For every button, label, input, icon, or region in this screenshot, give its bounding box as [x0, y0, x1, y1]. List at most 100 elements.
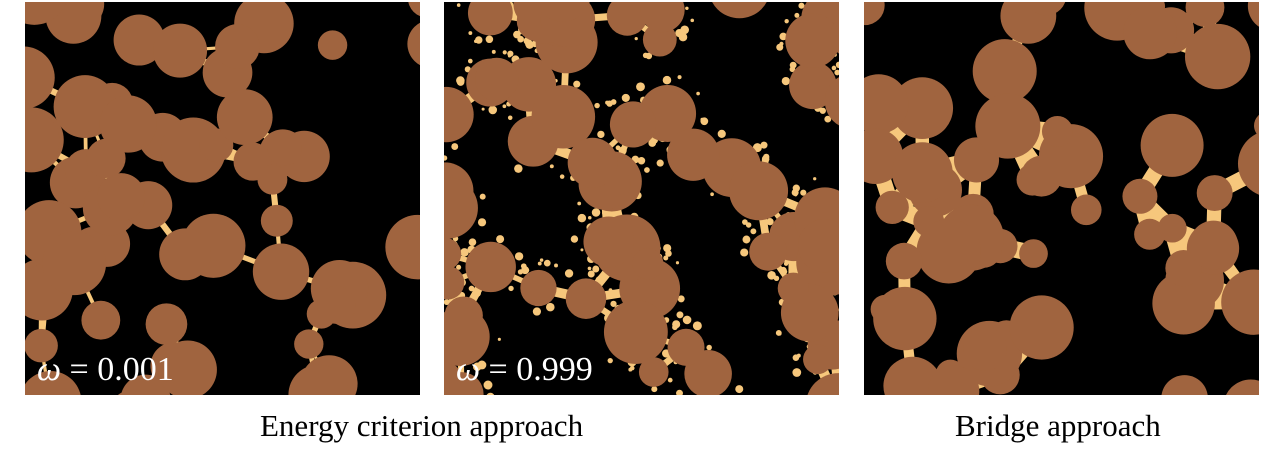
particle — [1009, 295, 1074, 360]
particle — [444, 265, 465, 300]
particle — [385, 214, 420, 280]
bridge-speckle — [468, 285, 475, 292]
omega-label: ω = 0.001 — [37, 353, 174, 387]
particle — [257, 164, 288, 195]
particle — [1254, 114, 1259, 137]
particle — [317, 285, 356, 324]
particle — [1165, 249, 1202, 287]
particle-field — [444, 2, 839, 395]
particle — [444, 307, 490, 366]
caption-energy-criterion: Energy criterion approach — [260, 408, 584, 443]
bridge-speckle — [800, 189, 807, 196]
bridge-speckle — [794, 193, 798, 197]
bridge-speckle — [665, 250, 672, 257]
particle — [216, 89, 273, 146]
microstructure-image-omega-0999: ω = 0.999 — [444, 2, 839, 395]
particle — [1134, 218, 1166, 250]
bridge-speckle — [610, 289, 618, 297]
bridge-speckle — [456, 264, 462, 270]
omega-symbol: ω — [456, 351, 481, 388]
particle — [252, 243, 310, 300]
particle-layer — [444, 2, 839, 395]
caption-bridge-approach: Bridge approach — [955, 408, 1161, 443]
bridge-speckle — [700, 117, 709, 126]
bridge-speckle — [676, 389, 683, 395]
particle — [927, 365, 980, 395]
bridge-speckle — [783, 269, 788, 274]
bridge-speckle — [690, 18, 695, 23]
particle — [567, 137, 618, 188]
particle — [408, 2, 420, 17]
bridge-speckle — [580, 248, 584, 252]
bridge-speckle — [706, 344, 712, 351]
particle — [25, 110, 60, 170]
particle — [609, 101, 657, 148]
bridge-speckle — [629, 365, 635, 371]
particle — [444, 372, 484, 395]
bridge-speckle — [663, 255, 669, 261]
bridge-speckle — [662, 75, 672, 85]
bridge-speckle — [511, 13, 518, 20]
bridge-speckle — [610, 300, 617, 307]
bridge-speckle — [485, 35, 494, 44]
omega-label: ω = 0.999 — [456, 353, 593, 387]
particle — [1152, 271, 1215, 335]
particle — [583, 216, 635, 268]
particle — [807, 373, 839, 395]
bridge-speckle — [798, 2, 805, 9]
bridge-speckle — [507, 115, 513, 121]
bridge-speckle — [834, 69, 839, 76]
bridge-speckle — [573, 80, 581, 88]
particle — [215, 24, 260, 69]
bridge-speckle — [645, 52, 653, 60]
bridge-speckle — [587, 270, 595, 278]
particle — [113, 14, 165, 66]
bridge-speckle — [486, 392, 495, 395]
bridge-speckle — [667, 377, 673, 383]
bridge-speckle — [717, 129, 726, 138]
particle — [883, 356, 942, 395]
particle — [42, 231, 107, 296]
bridge-speckle — [675, 261, 680, 265]
particle — [972, 39, 1037, 104]
particle — [444, 86, 474, 143]
bridge-speckle — [488, 105, 498, 115]
bridge-speckle — [532, 307, 542, 316]
bridge-speckle — [710, 192, 714, 197]
bridge-speckle — [761, 155, 770, 163]
particle — [565, 278, 607, 319]
bridge-speckle — [678, 32, 688, 42]
bridge-speckle — [742, 235, 751, 244]
bridge-speckle — [456, 3, 461, 7]
bridge-speckle — [781, 76, 790, 86]
particle — [864, 74, 909, 134]
bridge-speckle — [564, 269, 574, 278]
particle — [777, 272, 810, 304]
bridge-speckle — [621, 93, 630, 102]
bridge-speckle — [637, 156, 646, 165]
bridge-speckle — [685, 6, 689, 11]
particle — [288, 364, 349, 395]
bridge-speckle — [520, 263, 527, 269]
bridge-speckle — [577, 201, 582, 206]
bridge-speckle — [779, 41, 784, 46]
particle — [267, 131, 302, 166]
microstructure-image-omega-0001: ω = 0.001 — [25, 2, 420, 395]
bridge-speckle — [467, 58, 473, 64]
omega-value: = 0.001 — [69, 351, 174, 388]
bridge-speckle — [783, 261, 789, 266]
particle — [885, 242, 923, 280]
particle — [25, 370, 81, 395]
particle — [749, 232, 788, 271]
particle — [81, 300, 121, 340]
bridge-speckle — [602, 210, 607, 215]
bridge-speckle — [813, 177, 817, 181]
particle — [536, 2, 590, 22]
bridge-speckle — [648, 139, 657, 147]
bridge-speckle — [692, 321, 702, 331]
bridge-speckle — [444, 156, 445, 160]
bridge-speckle — [778, 332, 782, 336]
particle — [1019, 239, 1048, 268]
particle — [1140, 113, 1204, 177]
bridge-speckle — [502, 50, 507, 55]
